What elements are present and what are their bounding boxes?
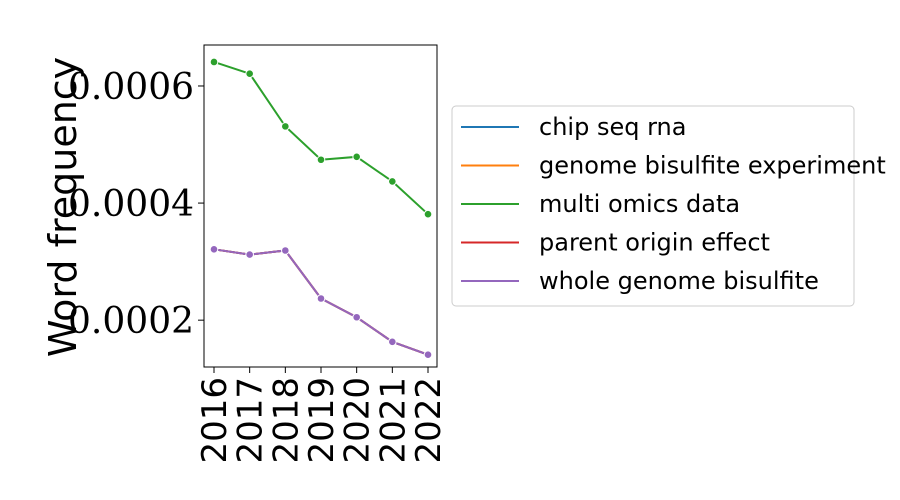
x-tick-label-3: 2019 [302,377,342,464]
series-2-point-4 [352,152,361,162]
y-tick-label-2: 0.0006 [68,67,194,108]
legend-label-2: multi omics data [539,190,740,218]
series-4-point-1 [245,250,254,259]
y-tick-label-1: 0.0004 [68,184,194,225]
series-2-point-0 [209,57,219,67]
legend-label-4: whole genome bisulfite [539,267,819,295]
series-2-point-1 [245,69,254,78]
series-4-point-6 [423,350,433,360]
legend-frame [451,105,855,307]
y-axis-title: Word frequency [41,57,85,357]
series-4-point-4 [352,312,361,322]
x-tick-label-5: 2021 [373,377,413,464]
series-4-point-3 [316,294,326,303]
legend-label-3: parent origin effect [539,229,770,257]
series-2-point-2 [281,122,290,131]
x-tick-label-1: 2017 [231,377,271,464]
x-tick-label-6: 2022 [409,377,449,464]
plot-frame [203,44,438,368]
x-tick-label-2: 2018 [266,377,306,464]
series-4-point-5 [388,337,397,347]
series-4-point-0 [209,245,219,254]
legend-label-0: chip seq rna [539,113,686,141]
legend-label-1: genome bisulfite experiment [539,152,886,180]
series-2-point-3 [316,155,326,165]
x-tick-label-4: 2020 [338,377,378,464]
series-line-2 [213,61,429,215]
series-2-point-5 [388,177,397,186]
series-2-point-6 [423,209,433,219]
series-4-point-2 [281,246,290,255]
legend: chip seq rna genome bisulfite experiment m… [451,105,886,307]
y-tick-label-0: 0.0002 [68,301,194,342]
x-tick-label-0: 2016 [195,377,235,464]
